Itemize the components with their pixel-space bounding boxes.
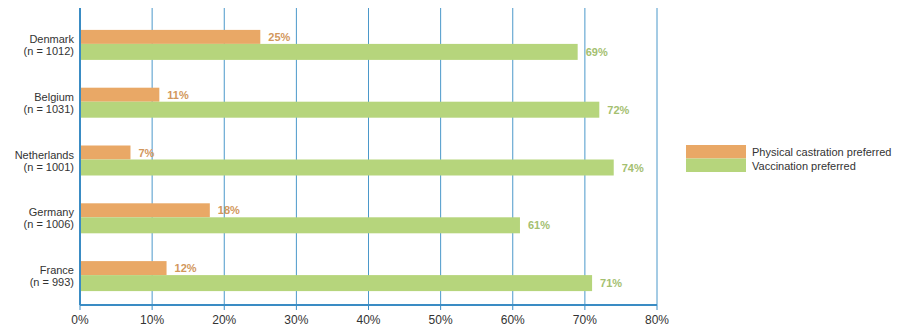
data-label: 72% [607, 104, 629, 116]
bar [80, 160, 614, 176]
tick-label: 70% [573, 313, 597, 327]
chart: 0% 10% 20% 30% 40% 50% 60% 70% 80% 25% 69% 11% 72% 7%… [0, 0, 919, 330]
data-label: 12% [175, 262, 197, 274]
category-label-line: France [40, 264, 74, 276]
y-axis-line [79, 8, 81, 305]
legend: Physical castration preferred Vaccination… [686, 145, 891, 172]
tick-label: 40% [356, 313, 380, 327]
legend-swatch [686, 145, 746, 159]
data-label: 11% [167, 89, 189, 101]
data-label: 7% [138, 147, 154, 159]
bar [80, 88, 159, 102]
category-label-line: (n = 993) [30, 276, 74, 288]
bar [80, 203, 210, 217]
data-label: 61% [528, 219, 550, 231]
data-label: 69% [586, 46, 608, 58]
category-label: Belgium(n = 1031) [24, 91, 74, 115]
bar [80, 261, 167, 275]
tick-label: 10% [140, 313, 164, 327]
category-label-line: Belgium [34, 91, 74, 103]
bar [80, 275, 592, 291]
category-label-line: (n = 1031) [24, 103, 74, 115]
legend-label: Physical castration preferred [752, 146, 891, 158]
tick-label: 50% [429, 313, 453, 327]
category-label: Netherlands(n = 1001) [15, 149, 75, 173]
category-label-line: (n = 1012) [24, 45, 74, 57]
tick-label: 80% [645, 313, 669, 327]
tick-label: 60% [501, 313, 525, 327]
tick-label: 30% [284, 313, 308, 327]
page-body: {"chart_data": { "type": "bar", "orienta… [0, 0, 919, 330]
page: html, body { margin: 0; padding: 0; back… [0, 0, 919, 330]
category-label-line: Netherlands [15, 149, 75, 161]
x-axis-line [80, 304, 657, 306]
legend-swatch [686, 159, 746, 173]
bar [80, 217, 520, 233]
category-label-line: (n = 1006) [24, 218, 74, 230]
bar [80, 44, 578, 60]
bar [80, 146, 130, 160]
category-label: France(n = 993) [30, 264, 74, 288]
tick-label: 0% [71, 313, 89, 327]
legend-label: Vaccination preferred [752, 160, 856, 172]
data-label: 71% [600, 277, 622, 289]
bar [80, 30, 260, 44]
bar [80, 102, 599, 118]
grid-line [657, 8, 658, 305]
tick-label: 20% [212, 313, 236, 327]
category-label: Denmark(n = 1012) [24, 33, 75, 57]
category-label-line: Germany [29, 206, 75, 218]
data-label: 25% [268, 31, 290, 43]
bars [80, 30, 614, 291]
data-label: 18% [218, 204, 240, 216]
data-label: 74% [622, 162, 644, 174]
data-labels: 25% 69% 11% 72% 7% 74% 18% 61% 12% 71% [138, 31, 643, 289]
category-label-line: Denmark [29, 33, 74, 45]
category-label-line: (n = 1001) [24, 161, 74, 173]
category-label: Germany(n = 1006) [24, 206, 75, 230]
